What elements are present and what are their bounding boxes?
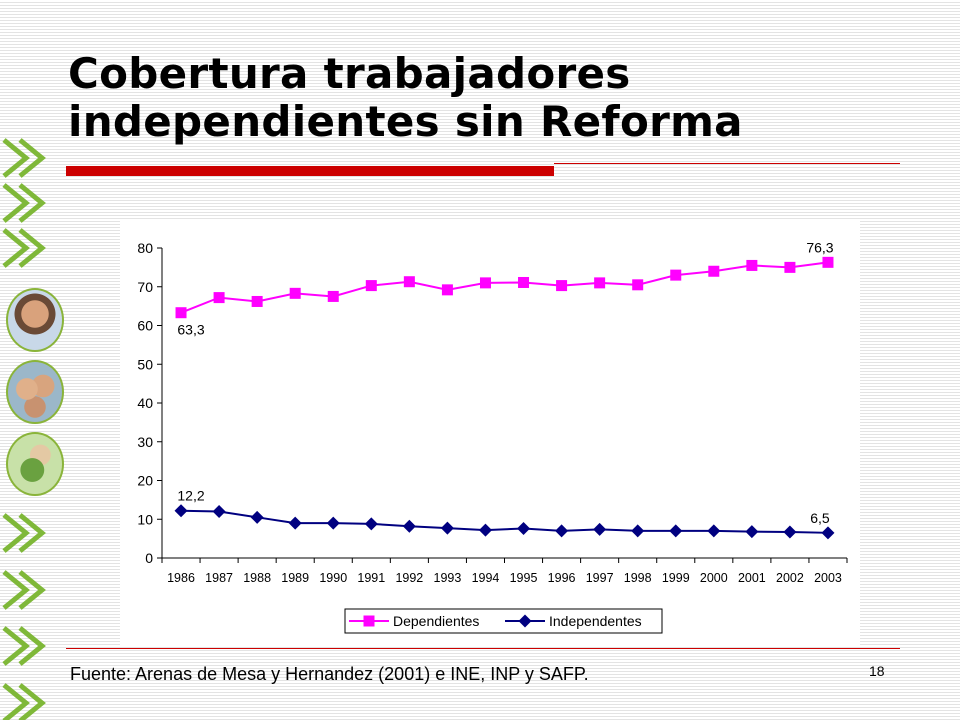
chevron-icon [2,228,46,268]
data-point [783,525,797,539]
data-point [669,524,683,538]
title-underline-bar [66,166,554,176]
slide-title: Cobertura trabajadores independientes si… [68,49,743,146]
data-point [745,525,759,539]
x-tick-label: 1991 [357,571,385,585]
x-tick-label: 2003 [814,571,842,585]
legend-label: Dependientes [393,613,479,629]
data-point [175,307,187,319]
y-tick-label: 80 [137,240,153,256]
data-point [478,523,492,537]
series-line [181,509,828,534]
source-note: Fuente: Arenas de Mesa y Hernandez (2001… [70,664,589,684]
x-tick-label: 1993 [434,571,462,585]
data-point [556,280,568,292]
y-tick-label: 30 [137,434,153,450]
data-label: 12,2 [177,488,204,504]
y-tick-label: 10 [137,511,153,527]
data-point [821,526,835,540]
x-tick-label: 1989 [281,571,309,585]
data-point [288,516,302,530]
food-photo [6,432,64,496]
data-point [670,269,682,281]
side-decoration [2,138,46,720]
x-tick-label: 1995 [510,571,538,585]
data-point [708,265,720,277]
data-point [326,516,340,530]
data-point [593,522,607,536]
x-tick-label: 1990 [319,571,347,585]
data-point [327,290,339,302]
legend: Dependientes Independentes [344,608,663,634]
legend-item: Independentes [505,613,642,629]
footer-line [66,648,900,649]
y-tick-label: 70 [137,279,153,295]
x-tick-label: 1988 [243,571,271,585]
data-point [555,524,569,538]
data-point [440,521,454,535]
legend-label: Independentes [549,613,642,629]
legend-marker [518,614,532,628]
x-tick-label: 1986 [167,571,195,585]
chevron-icon [2,138,46,178]
person-photo [6,288,64,352]
data-label: 76,3 [806,239,833,255]
x-tick-label: 1997 [586,571,614,585]
title-underline-line [554,163,900,164]
data-label: 6,5 [810,510,830,526]
family-photo [6,360,64,424]
data-point [784,261,796,273]
data-point [250,510,264,524]
x-tick-label: 1998 [624,571,652,585]
x-tick-label: 1999 [662,571,690,585]
data-point [517,522,531,536]
data-point [213,292,225,304]
data-point [289,287,301,299]
x-tick-label: 1987 [205,571,233,585]
x-tick-label: 2000 [700,571,728,585]
y-tick-label: 40 [137,395,153,411]
chevron-icon [2,183,46,223]
data-point [594,277,606,289]
series-dependientes [175,256,834,319]
x-tick-label: 1996 [548,571,576,585]
legend-marker [363,615,375,627]
page-number: 18 [869,663,885,679]
chevron-icon [2,513,46,553]
data-point [402,519,416,533]
series-line [180,261,829,314]
y-tick-label: 0 [145,550,153,566]
legend-item: Dependientes [349,613,479,629]
chevron-icon [2,683,46,720]
data-point [212,505,226,518]
data-point [518,276,530,288]
data-point [403,276,415,288]
data-point [174,504,188,518]
data-point [707,524,721,538]
x-tick-label: 2001 [738,571,766,585]
chart-background [120,220,860,646]
y-tick-label: 60 [137,318,153,334]
data-point [364,517,378,531]
data-point [632,279,644,291]
data-point [822,256,834,268]
data-label: 63,3 [177,322,204,338]
data-point [746,259,758,271]
chevron-icon [2,626,46,666]
data-point [251,295,263,307]
data-point [365,280,377,292]
data-point [479,277,491,289]
chevron-icon [2,570,46,610]
x-tick-label: 2002 [776,571,804,585]
chevron-icons [2,138,46,720]
y-tick-label: 50 [137,356,153,372]
x-tick-label: 1992 [395,571,423,585]
data-point [441,284,453,296]
legend-box [344,608,663,634]
data-point [631,524,645,538]
x-tick-label: 1994 [472,571,500,585]
series-independentes [174,504,835,540]
y-tick-label: 20 [137,473,153,489]
